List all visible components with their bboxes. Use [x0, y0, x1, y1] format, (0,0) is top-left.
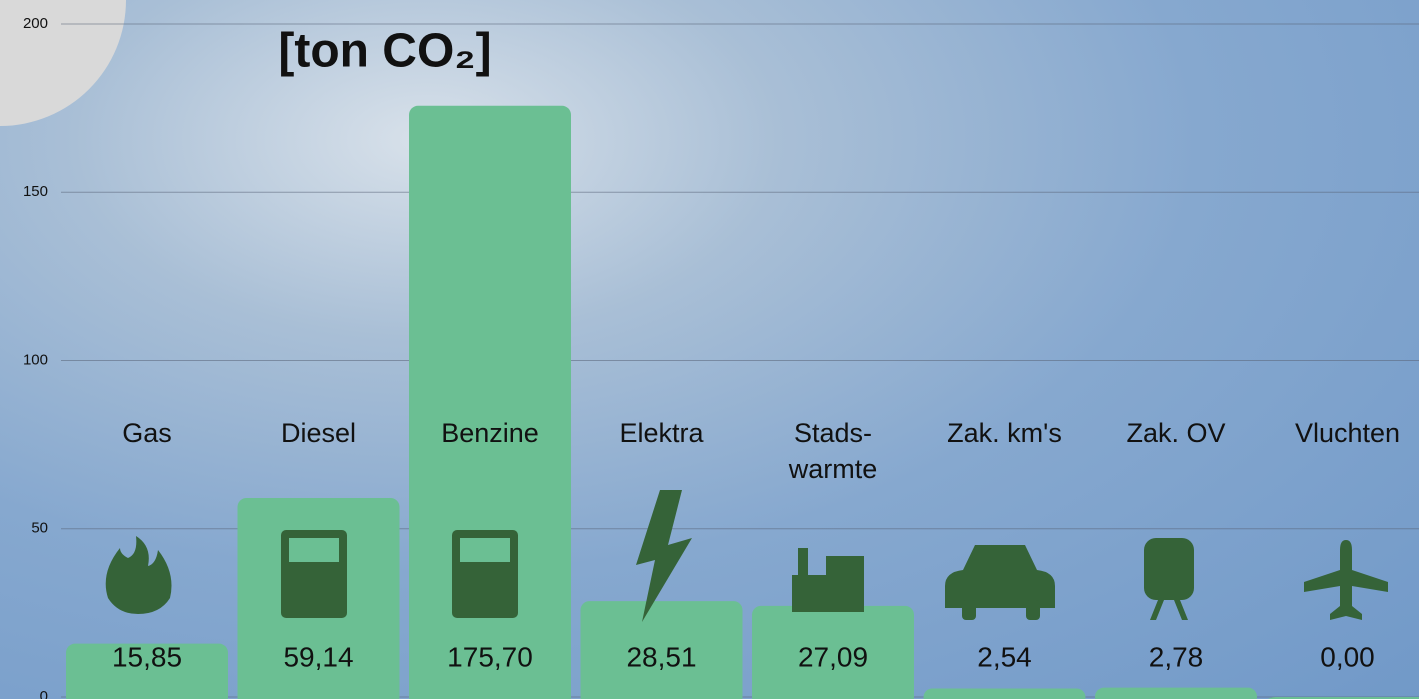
value-label: 2,54 [977, 641, 1032, 672]
bar [1095, 688, 1257, 699]
value-label: 15,85 [112, 641, 182, 672]
page: 0 50 100 150 200 [ton CO₂] 15,85 59,14 175,70 2… [0, 0, 1419, 699]
category-label: Diesel [233, 415, 404, 451]
value-label: 28,51 [626, 641, 696, 672]
chart: 0 50 100 150 200 [ton CO₂] 15,85 59,14 175,70 2… [0, 0, 1419, 699]
category-label: Elektra [576, 415, 747, 451]
y-tick-label: 200 [23, 15, 48, 32]
icon-train [1144, 538, 1194, 620]
category-label: Zak. OV [1091, 415, 1262, 451]
value-label: 59,14 [283, 641, 353, 672]
category-label: Gas [62, 415, 233, 451]
y-tick-label: 150 [23, 183, 48, 200]
value-label: 27,09 [798, 641, 868, 672]
icon-plane [1304, 540, 1388, 620]
category-label: Stads- warmte [748, 415, 919, 487]
value-label: 175,70 [447, 641, 533, 672]
bar [924, 688, 1086, 699]
icon-car [945, 545, 1055, 620]
y-tick-label: 50 [31, 520, 48, 537]
icon-factory [792, 548, 864, 612]
value-label: 0,00 [1320, 641, 1375, 672]
chart-title: [ton CO₂] [278, 25, 491, 78]
category-label: Vluchten [1262, 415, 1419, 451]
decoration-circle [0, 0, 126, 126]
category-label: Zak. km's [919, 415, 1090, 451]
icon-flame [106, 536, 172, 614]
y-tick-label: 0 [40, 688, 48, 699]
category-label: Benzine [405, 415, 576, 451]
y-tick-label: 100 [23, 351, 48, 368]
value-label: 2,78 [1149, 641, 1204, 672]
